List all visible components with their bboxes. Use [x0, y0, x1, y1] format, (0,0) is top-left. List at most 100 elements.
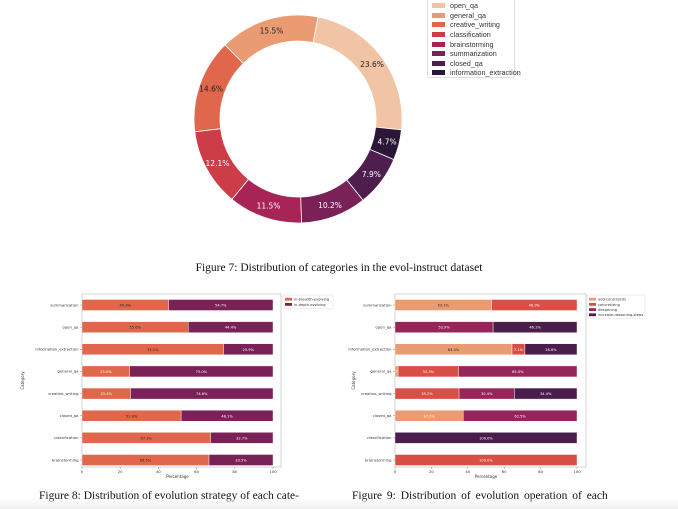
y-tick-label: information_extraction — [35, 347, 79, 352]
legend-swatch — [589, 297, 596, 301]
legend-box — [586, 294, 646, 320]
bar-label: 62.5% — [514, 414, 526, 418]
legend-swatch — [432, 70, 445, 76]
bar-segment-in-depth-evolving — [180, 410, 274, 422]
legend-label: summarization — [450, 49, 497, 59]
bar-label: 53.9% — [438, 326, 450, 330]
bar-segment-in-depth-evolving — [208, 454, 274, 466]
bar-label: 33.5% — [235, 459, 247, 463]
donut-label: 11.5% — [257, 202, 281, 211]
x-axis-label: Percentage — [475, 474, 498, 479]
donut-slice-information_extraction — [369, 126, 402, 160]
legend-item-creative_writing: creative_writing — [432, 20, 514, 30]
y-tick-label: general_qa — [57, 369, 78, 374]
donut-label: 10.2% — [318, 201, 342, 210]
legend-label: in-depth-evolving — [294, 303, 326, 307]
bar-label: 67.3% — [141, 436, 153, 440]
y-tick-label: closed_qa — [373, 413, 392, 418]
plot-frame — [394, 293, 587, 468]
bar-segment-in-depth-evolving — [168, 299, 274, 311]
legend-swatch — [285, 297, 292, 301]
bar-label: 100.0% — [479, 436, 493, 440]
legend-label: closed_qa — [450, 58, 483, 68]
bar-label: 46.9% — [529, 304, 541, 308]
legend-item-information_extraction: information_extraction — [432, 68, 521, 78]
x-tick-label: 60 — [194, 469, 199, 474]
bar-label: 54.7% — [215, 304, 227, 308]
bar-segment-deepening — [463, 410, 578, 422]
bar-label: 51.9% — [126, 414, 138, 418]
y-tick-label: summarization — [50, 302, 79, 307]
bar-label: 55.6% — [129, 326, 141, 330]
bar-label: 66.5% — [140, 459, 152, 463]
bar-segment-in-depth-evolving — [223, 343, 274, 355]
legend-item-classification: classification — [432, 30, 514, 40]
legend-swatch — [589, 308, 596, 311]
x-tick-label: 100 — [269, 469, 277, 474]
legend-swatch — [432, 3, 445, 9]
y-tick-label: classification — [54, 435, 79, 440]
bar-segment-in-depth-evolving — [129, 365, 274, 378]
x-tick-label: 40 — [465, 469, 470, 474]
donut-legend: open_qa general_qa creative_writing classif… — [427, 0, 521, 78]
bar-label: 28.6% — [545, 348, 557, 352]
y-axis-label: Category — [20, 371, 25, 390]
x-tick-label: 0 — [394, 469, 397, 474]
bar-label: 32.7% — [236, 436, 248, 440]
bar-label: 25.9% — [243, 348, 255, 352]
x-tick-label: 60 — [502, 469, 507, 474]
x-tick-label: 20 — [429, 469, 434, 474]
legend-label: in-breadth-evolving — [294, 298, 329, 302]
legend-label: general_qa — [450, 10, 486, 20]
legend-swatch — [432, 41, 445, 47]
bar-label: 74.1% — [147, 348, 159, 352]
bar-label: 30.4% — [481, 392, 493, 396]
x-tick-label: 80 — [232, 469, 237, 474]
bar-label: 25.4% — [101, 392, 113, 396]
y-tick-label: brainstorming — [52, 457, 79, 462]
y-tick-label: general_qa — [370, 369, 391, 374]
legend-box — [282, 294, 334, 309]
legend-label: add-constraints — [598, 298, 626, 302]
bar-label: 37.5% — [423, 414, 435, 418]
bar-label: 45.3% — [120, 304, 132, 308]
legend-swatch — [589, 303, 596, 306]
donut-label: 7.9% — [362, 170, 381, 179]
y-tick-label: information_extraction — [348, 347, 392, 352]
legend-label: brainstorming — [450, 39, 494, 49]
bar-label: 33.3% — [423, 370, 435, 374]
x-axis-label: Percentage — [166, 474, 189, 479]
bar-label: 53.1% — [438, 304, 450, 308]
y-tick-label: open_qa — [375, 324, 391, 329]
bar-legend: add-constraintsconcretizingdeepeningincr… — [586, 294, 646, 320]
x-tick-label: 100 — [573, 469, 581, 474]
bar-label: 75.0% — [196, 370, 208, 374]
legend-item-summarization: summarization — [432, 49, 514, 59]
legend-item-brainstorming: brainstorming — [432, 39, 514, 49]
legend-item-open_qa: open_qa — [432, 1, 514, 11]
legend-label: creative_writing — [450, 20, 500, 30]
figure-7-caption: Figure 7: Distribution of categories in … — [195, 262, 483, 274]
plot-frame — [81, 293, 282, 468]
y-tick-label: creative_writing — [48, 391, 79, 396]
bar-segment-increase-reasoning-steps — [524, 343, 578, 355]
donut-label: 23.6% — [360, 60, 384, 69]
bar-segment-in-depth-evolving — [130, 387, 274, 400]
y-tick-label: summarization — [363, 302, 392, 307]
legend-label: increase-reasoning-steps — [598, 313, 643, 317]
y-tick-label: brainstorming — [365, 457, 392, 462]
bar-label: 25.0% — [100, 370, 112, 374]
bar-label: 7.1% — [514, 348, 524, 352]
donut-label: 14.6% — [199, 84, 223, 93]
bar-label: 1.7% — [392, 370, 402, 374]
y-tick-label: creative_writing — [361, 391, 392, 396]
legend-swatch — [432, 60, 445, 66]
legend-label: information_extraction — [450, 68, 521, 78]
bar-segment-deepening — [458, 365, 578, 378]
bar-segment-concretizing — [491, 299, 578, 311]
x-tick-label: 80 — [538, 469, 543, 474]
bar-segment-in-depth-evolving — [187, 321, 274, 333]
